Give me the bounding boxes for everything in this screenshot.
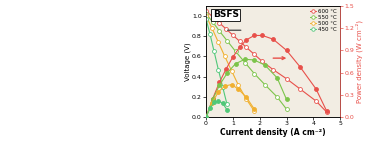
Legend: 600 °C, 550 °C, 500 °C, 450 °C: 600 °C, 550 °C, 500 °C, 450 °C [309, 8, 338, 32]
Y-axis label: Voltage (V): Voltage (V) [184, 42, 191, 81]
Y-axis label: Power density (W cm⁻²): Power density (W cm⁻²) [356, 20, 363, 103]
Text: BSFS: BSFS [213, 10, 239, 19]
X-axis label: Current density (A cm⁻²): Current density (A cm⁻²) [220, 128, 326, 137]
